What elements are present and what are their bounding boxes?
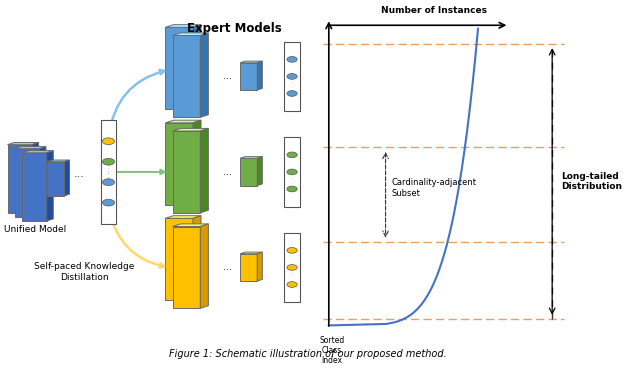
Polygon shape bbox=[172, 227, 200, 308]
Circle shape bbox=[103, 138, 115, 145]
Polygon shape bbox=[257, 61, 262, 90]
Circle shape bbox=[287, 74, 297, 79]
Polygon shape bbox=[240, 252, 262, 254]
Polygon shape bbox=[193, 25, 201, 109]
Polygon shape bbox=[172, 33, 209, 35]
Polygon shape bbox=[193, 120, 201, 205]
Text: Long-tailed
Distribution: Long-tailed Distribution bbox=[561, 172, 623, 191]
Text: ·
·
·: · · · bbox=[108, 166, 109, 182]
Polygon shape bbox=[240, 158, 257, 185]
Circle shape bbox=[104, 139, 113, 144]
Text: ...: ... bbox=[74, 169, 84, 178]
Text: ...: ... bbox=[223, 262, 232, 272]
Polygon shape bbox=[257, 157, 262, 185]
Polygon shape bbox=[8, 145, 32, 213]
Polygon shape bbox=[65, 160, 70, 196]
Polygon shape bbox=[22, 153, 47, 221]
Polygon shape bbox=[257, 252, 262, 281]
Polygon shape bbox=[165, 218, 193, 300]
Circle shape bbox=[287, 169, 297, 175]
Polygon shape bbox=[240, 61, 262, 63]
Polygon shape bbox=[15, 149, 39, 217]
Circle shape bbox=[287, 186, 297, 192]
Polygon shape bbox=[240, 63, 257, 90]
Polygon shape bbox=[8, 142, 39, 145]
Polygon shape bbox=[172, 224, 209, 227]
Text: Self-paced Knowledge
Distillation: Self-paced Knowledge Distillation bbox=[34, 262, 134, 282]
Polygon shape bbox=[48, 162, 65, 196]
Polygon shape bbox=[200, 224, 209, 308]
Text: Cardinality-adjacent
Subset: Cardinality-adjacent Subset bbox=[392, 178, 477, 198]
Text: Expert Models: Expert Models bbox=[186, 22, 281, 35]
Text: ...: ... bbox=[223, 167, 232, 177]
Text: Sorted
Class
Index: Sorted Class Index bbox=[320, 336, 344, 365]
Polygon shape bbox=[240, 157, 262, 158]
Polygon shape bbox=[165, 120, 201, 123]
Text: ·
·: · · bbox=[292, 265, 293, 276]
Circle shape bbox=[103, 199, 115, 206]
FancyBboxPatch shape bbox=[284, 137, 300, 207]
FancyBboxPatch shape bbox=[284, 42, 300, 111]
Circle shape bbox=[287, 282, 297, 287]
Polygon shape bbox=[165, 123, 193, 205]
Circle shape bbox=[104, 180, 113, 185]
Text: ·
·
·: · · · bbox=[108, 164, 109, 180]
Text: ...: ... bbox=[223, 71, 232, 81]
Polygon shape bbox=[47, 151, 53, 221]
FancyArrowPatch shape bbox=[109, 70, 164, 135]
Circle shape bbox=[104, 200, 113, 205]
Circle shape bbox=[287, 265, 297, 270]
Text: ·
·: · · bbox=[292, 74, 293, 85]
Polygon shape bbox=[15, 146, 46, 149]
Polygon shape bbox=[200, 33, 209, 117]
Circle shape bbox=[287, 91, 297, 96]
Polygon shape bbox=[172, 131, 200, 213]
Polygon shape bbox=[200, 128, 209, 213]
Polygon shape bbox=[193, 216, 201, 300]
Polygon shape bbox=[165, 216, 201, 218]
Text: Unified Model: Unified Model bbox=[4, 225, 67, 234]
FancyBboxPatch shape bbox=[101, 120, 117, 224]
FancyArrowPatch shape bbox=[109, 209, 164, 268]
Polygon shape bbox=[240, 254, 257, 281]
Circle shape bbox=[287, 57, 297, 62]
Circle shape bbox=[287, 152, 297, 158]
Circle shape bbox=[287, 248, 297, 253]
Circle shape bbox=[103, 179, 115, 185]
Text: Number of Instances: Number of Instances bbox=[382, 6, 488, 15]
Polygon shape bbox=[32, 142, 39, 213]
Polygon shape bbox=[172, 35, 200, 117]
FancyBboxPatch shape bbox=[284, 233, 300, 302]
Circle shape bbox=[104, 159, 113, 164]
Polygon shape bbox=[165, 25, 201, 27]
Polygon shape bbox=[172, 128, 209, 131]
Circle shape bbox=[103, 158, 115, 165]
Polygon shape bbox=[39, 146, 46, 217]
Polygon shape bbox=[48, 160, 70, 162]
Polygon shape bbox=[22, 151, 53, 153]
Text: ·
·: · · bbox=[292, 170, 293, 181]
FancyArrowPatch shape bbox=[118, 170, 165, 174]
Polygon shape bbox=[165, 27, 193, 109]
Text: Figure 1: Schematic illustration of our proposed method.: Figure 1: Schematic illustration of our … bbox=[169, 349, 446, 359]
